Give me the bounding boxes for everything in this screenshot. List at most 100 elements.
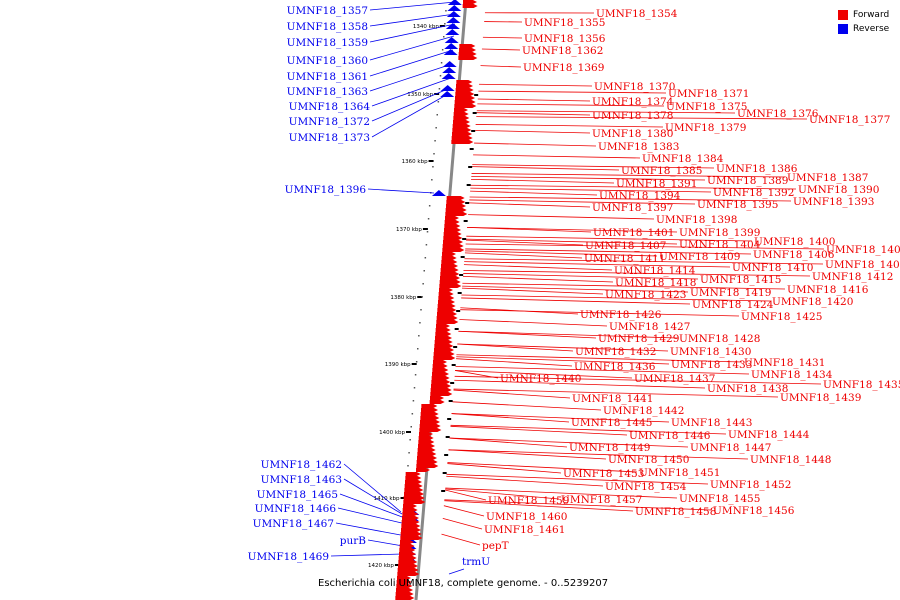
forward-gene-glyph [401, 524, 421, 528]
gene-leader-line [456, 356, 670, 365]
axis-minor-tick [427, 218, 430, 220]
gene-label-umnf18-1457: UMNF18_1457 [561, 494, 642, 506]
gene-marker [474, 94, 479, 96]
gene-label-umnf18-1460: UMNF18_1460 [486, 511, 567, 523]
gene-leader-line [369, 49, 454, 77]
axis-minor-tick [432, 166, 434, 168]
gene-label-trmu: trmU [462, 556, 490, 568]
gene-leader-line [475, 129, 591, 134]
gene-leader-line [448, 568, 465, 575]
forward-gene-glyph [403, 496, 425, 500]
gene-label-umnf18-1444: UMNF18_1444 [728, 429, 810, 441]
gene-label-umnf18-1447: UMNF18_1447 [690, 442, 771, 454]
forward-gene-glyph [445, 216, 459, 220]
gene-label-umnf18-1357: UMNF18_1357 [287, 5, 368, 17]
gene-label-umnf18-1445: UMNF18_1445 [571, 417, 652, 429]
forward-gene-glyph [433, 356, 456, 360]
gene-leader-line [449, 437, 689, 448]
axis-tick-mark [406, 431, 411, 433]
forward-gene-glyph [446, 200, 466, 204]
forward-gene-glyph [439, 284, 462, 288]
forward-gene-glyph [440, 272, 460, 276]
gene-label-umnf18-1400: UMNF18_1400 [754, 236, 835, 248]
forward-gene-glyph [435, 336, 452, 340]
gene-leader-line [470, 187, 712, 193]
forward-gene-glyph [442, 252, 456, 256]
axis-tick-label: 1350 kbp [407, 92, 433, 98]
gene-label-umnf18-1385: UMNF18_1385 [621, 165, 702, 177]
gene-label-umnf18-1462: UMNF18_1462 [261, 459, 342, 471]
axis-minor-tick [409, 439, 411, 441]
axis-minor-tick [439, 75, 442, 77]
forward-gene-glyph [396, 580, 412, 584]
gene-leader-line [369, 1, 456, 11]
gene-leader-line [337, 507, 407, 525]
gene-leader-line [371, 87, 451, 122]
gene-label-umnf18-1383: UMNF18_1383 [598, 141, 679, 153]
forward-strand-layer: UMNF18_1354UMNF18_1355UMNF18_1356UMNF18_… [395, 0, 900, 600]
forward-gene-glyph [446, 196, 465, 200]
gene-label-umnf18-1437: UMNF18_1437 [634, 373, 715, 385]
forward-gene-glyph [420, 420, 440, 424]
gene-leader-line [444, 499, 712, 511]
gene-label-umnf18-1399: UMNF18_1399 [679, 227, 760, 239]
forward-gene-glyph [436, 324, 450, 328]
forward-gene-glyph [459, 44, 476, 48]
gene-marker [451, 364, 456, 366]
gene-leader-line [447, 463, 562, 474]
forward-gene-glyph [419, 428, 442, 432]
forward-gene-glyph [397, 568, 419, 572]
gene-label-umnf18-1380: UMNF18_1380 [592, 128, 673, 140]
gene-marker [454, 328, 459, 330]
gene-leader-line [446, 473, 709, 485]
gene-leader-line [470, 184, 797, 190]
gene-label-umnf18-1415: UMNF18_1415 [700, 274, 781, 286]
forward-gene-glyph [402, 512, 419, 516]
gene-label-umnf18-1354: UMNF18_1354 [596, 8, 678, 20]
reverse-gene-glyph [431, 190, 446, 196]
gene-label-umnf18-1458: UMNF18_1458 [635, 506, 716, 518]
gene-label-umnf18-1376: UMNF18_1376 [737, 108, 819, 120]
gene-marker [459, 274, 464, 276]
forward-gene-glyph [456, 84, 473, 88]
gene-label-umnf18-1452: UMNF18_1452 [710, 479, 791, 491]
forward-gene-glyph [405, 480, 422, 484]
gene-leader-line [463, 273, 699, 280]
forward-gene-glyph [402, 508, 418, 512]
gene-leader-line [339, 493, 406, 519]
axis-minor-tick [425, 244, 428, 246]
forward-gene-glyph [437, 308, 457, 312]
forward-gene-glyph [458, 56, 478, 60]
gene-label-umnf18-1426: UMNF18_1426 [580, 309, 662, 321]
gene-leader-line [460, 309, 740, 317]
axis-minor-tick [422, 283, 424, 285]
gene-leader-line [469, 202, 591, 208]
gene-leader-line [371, 93, 449, 138]
gene-label-umnf18-1429: UMNF18_1429 [598, 333, 679, 345]
forward-gene-glyph [441, 260, 458, 264]
gene-leader-line [465, 248, 752, 255]
axis-tick-mark [439, 25, 445, 27]
gene-label-umnf18-1374: UMNF18_1374 [592, 96, 674, 108]
gene-leader-line [330, 553, 403, 557]
reverse-gene-glyph [442, 61, 457, 67]
gene-leader-line [472, 166, 620, 171]
forward-gene-glyph [454, 100, 476, 104]
forward-gene-glyph [443, 232, 462, 236]
gene-leader-line [462, 285, 689, 293]
gene-label-umnf18-1369: UMNF18_1369 [523, 62, 604, 74]
reverse-gene-glyph [446, 11, 461, 17]
gene-marker [468, 166, 473, 168]
gene-label-umnf18-1398: UMNF18_1398 [656, 214, 737, 226]
forward-gene-glyph [454, 108, 468, 112]
gene-leader-line [475, 124, 664, 128]
forward-gene-glyph [418, 440, 435, 444]
forward-gene-glyph [396, 588, 413, 592]
gene-label-umnf18-1442: UMNF18_1442 [603, 405, 684, 417]
gene-marker [456, 310, 461, 312]
axis-minor-tick [414, 374, 417, 376]
gene-leader-line [457, 343, 669, 352]
axis-tick-mark [428, 160, 434, 162]
forward-gene-glyph [434, 344, 454, 348]
gene-leader-line [478, 83, 593, 87]
